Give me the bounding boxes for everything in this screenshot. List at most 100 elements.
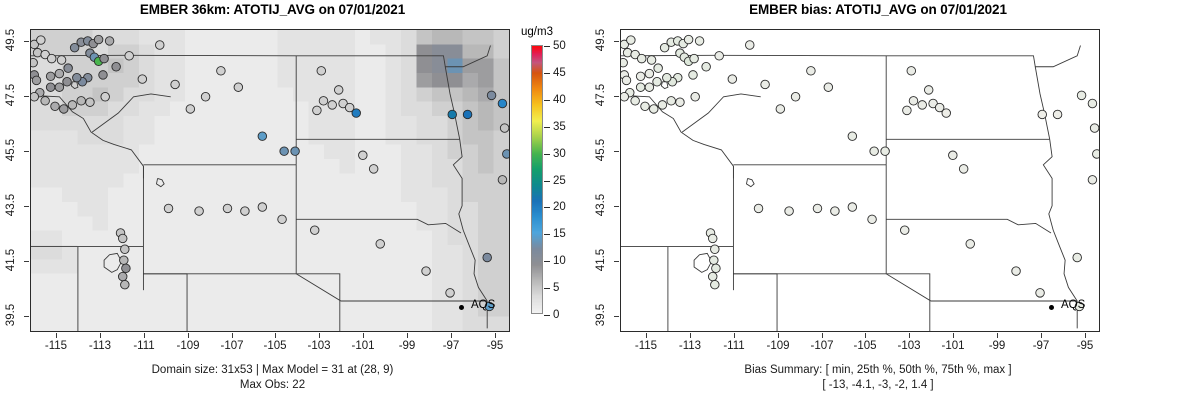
state-boundary <box>1042 139 1078 329</box>
observation-point <box>753 203 764 214</box>
observation-point <box>941 108 951 118</box>
observation-point <box>233 82 244 92</box>
observation-point <box>447 109 457 120</box>
state-boundary <box>452 139 488 329</box>
observation-point <box>277 214 287 225</box>
observation-point <box>635 71 646 82</box>
x-axis-tick <box>56 333 57 338</box>
observation-point <box>644 68 655 79</box>
observation-point <box>375 239 385 249</box>
panel-title-bias: EMBER bias: ATOTIJ_AVG on 07/01/2021 <box>749 2 1007 17</box>
observation-point <box>31 92 40 102</box>
colorbar-tick-label: 0 <box>553 309 560 321</box>
aqs-legend-label: AQS <box>471 299 496 311</box>
colorbar-tick-label: 35 <box>553 121 566 133</box>
observation-point <box>137 74 148 84</box>
colorbar-tick <box>544 181 550 182</box>
observation-point <box>790 92 801 102</box>
observation-point <box>689 53 699 64</box>
observation-point <box>745 40 755 50</box>
y-axis-tick-label: 41.5 <box>595 248 607 272</box>
colorbar-tick <box>544 315 550 316</box>
observation-point <box>119 255 129 265</box>
observation-point <box>200 92 211 102</box>
panel-title-model: EMBER 36km: ATOTIJ_AVG on 07/01/2021 <box>139 2 406 17</box>
observation-point <box>775 104 786 114</box>
state-boundary <box>155 177 165 188</box>
observation-point <box>1035 288 1045 298</box>
x-axis-tick <box>953 333 954 338</box>
observation-point <box>185 104 196 114</box>
x-axis-tick <box>144 333 145 338</box>
x-axis-tick <box>778 333 779 338</box>
colorbar-tick-label: 25 <box>553 175 566 187</box>
observation-point <box>290 146 300 156</box>
x-axis-tick <box>690 333 691 338</box>
panel-bias: EMBER bias: ATOTIJ_AVG on 07/01/2021 AQS… <box>595 0 1200 409</box>
observation-point <box>40 96 50 106</box>
y-axis-tick <box>24 41 29 42</box>
observation-point <box>327 100 337 110</box>
observation-point <box>640 101 650 112</box>
x-axis-tick <box>363 333 364 338</box>
observation-point <box>1072 252 1082 263</box>
observation-point <box>99 53 109 64</box>
observation-point <box>117 271 128 282</box>
x-axis-tick-label: -107 <box>810 340 834 352</box>
observation-point <box>621 75 632 86</box>
y-axis-tick-label: 45.5 <box>5 138 17 162</box>
observation-point <box>50 101 60 112</box>
observation-point <box>626 35 636 45</box>
observation-point <box>630 96 640 106</box>
map-plot-bias: AQS <box>620 29 1100 332</box>
state-boundary <box>745 177 755 188</box>
observation-point <box>31 39 40 50</box>
observation-point <box>709 255 719 265</box>
y-axis-tick-label: 49.5 <box>5 28 17 52</box>
x-axis-tick <box>997 333 998 338</box>
observation-point <box>902 105 912 116</box>
x-axis-tick <box>1085 333 1086 338</box>
state-boundary <box>886 218 1052 234</box>
observation-point <box>257 202 268 212</box>
observation-point <box>482 252 492 263</box>
y-axis-tick-label: 41.5 <box>5 248 17 272</box>
colorbar-tick <box>544 73 550 74</box>
observation-point <box>1074 301 1085 312</box>
observation-point <box>309 225 320 235</box>
x-axis-tick-label: -111 <box>133 340 155 352</box>
map-plot-model: AQS <box>30 29 510 332</box>
observation-point <box>869 146 879 156</box>
y-axis-tick <box>24 261 29 262</box>
colorbar-tick-label: 40 <box>553 94 566 106</box>
y-axis-tick-label: 39.5 <box>595 303 607 327</box>
x-axis-tick <box>275 333 276 338</box>
colorbar-tick-label: 30 <box>553 148 566 160</box>
state-boundary <box>31 94 144 179</box>
x-axis-tick <box>734 333 735 338</box>
x-axis-tick-label: -113 <box>678 340 702 352</box>
x-axis-tick <box>495 333 496 338</box>
observation-point <box>486 90 497 101</box>
state-boundary <box>886 273 931 301</box>
observation-point <box>644 82 655 92</box>
state-boundary <box>143 273 188 331</box>
state-boundary <box>885 273 1078 302</box>
state-boundary <box>91 93 171 133</box>
observation-point <box>45 71 56 82</box>
colorbar-tick <box>544 261 550 262</box>
y-axis-tick-label: 43.5 <box>595 193 607 217</box>
observation-point <box>1037 109 1047 120</box>
x-axis-tick-label: -103 <box>307 340 331 352</box>
observation-point <box>646 55 657 65</box>
map-overlay-bias <box>621 34 1099 331</box>
state-boundary <box>31 45 491 68</box>
y-axis-tick <box>24 206 29 207</box>
colorbar-gradient-model <box>531 45 543 314</box>
x-axis-tick-label: -109 <box>766 340 790 352</box>
observation-point <box>93 34 104 45</box>
observation-point <box>216 66 226 76</box>
state-boundary <box>660 81 669 90</box>
state-boundary <box>296 218 462 234</box>
